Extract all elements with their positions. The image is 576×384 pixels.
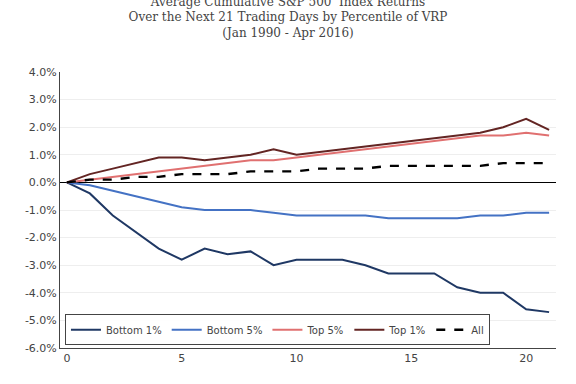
svg-text:5: 5 [178, 352, 185, 365]
svg-text:15: 15 [404, 352, 418, 365]
svg-text:-3.0%: -3.0% [25, 259, 57, 272]
svg-text:2.0%: 2.0% [29, 121, 57, 134]
svg-text:-4.0%: -4.0% [25, 287, 57, 300]
svg-text:Bottom 1%: Bottom 1% [106, 325, 162, 336]
svg-text:-6.0%: -6.0% [25, 342, 57, 355]
svg-text:-2.0%: -2.0% [25, 231, 57, 244]
svg-text:0: 0 [63, 352, 70, 365]
svg-text:1.0%: 1.0% [29, 149, 57, 162]
svg-text:Bottom 5%: Bottom 5% [207, 325, 263, 336]
svg-text:Top 5%: Top 5% [306, 325, 343, 336]
svg-text:-5.0%: -5.0% [25, 314, 57, 327]
svg-text:-1.0%: -1.0% [25, 204, 57, 217]
svg-text:0.0%: 0.0% [29, 176, 57, 189]
svg-text:Top 1%: Top 1% [388, 325, 425, 336]
svg-text:Average Cumulative S&P 500 In: Average Cumulative S&P 500 Index Returns… [129, 0, 448, 40]
svg-text:4.0%: 4.0% [29, 66, 57, 79]
svg-text:3.0%: 3.0% [29, 93, 57, 106]
svg-text:10: 10 [290, 352, 304, 365]
svg-text:All: All [471, 325, 483, 336]
svg-text:20: 20 [519, 352, 533, 365]
